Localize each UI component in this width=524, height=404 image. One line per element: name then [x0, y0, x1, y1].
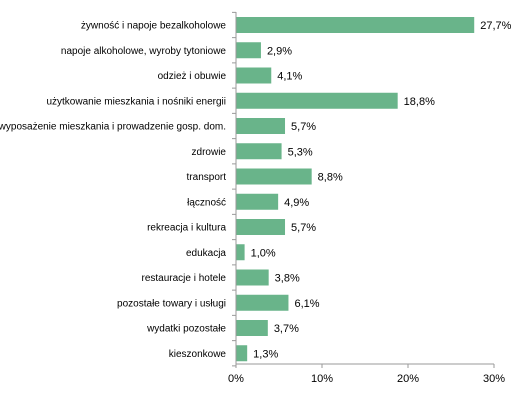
data-label: 5,3% [288, 146, 313, 158]
data-label: 6,1% [294, 298, 319, 310]
data-label: 4,9% [284, 197, 309, 209]
bar [236, 320, 268, 336]
x-tick-label: 0% [228, 373, 244, 385]
category-label: restauracje i hotele [142, 273, 227, 284]
axes-group: 0% 10% 20% 30% [228, 11, 505, 385]
bar [236, 219, 286, 235]
data-label: 3,8% [275, 273, 300, 285]
bar [236, 67, 272, 84]
data-label: 5,7% [291, 121, 316, 133]
category-label: pozostałe towary i usługi [117, 298, 226, 309]
category-label: żywność i napoje bezalkoholowe [81, 21, 227, 32]
data-label: 1,0% [251, 247, 276, 259]
bar [236, 17, 475, 33]
bar [236, 345, 248, 362]
data-label: 3,7% [274, 323, 299, 335]
data-label: 2,9% [267, 45, 292, 57]
category-label: transport [187, 172, 227, 183]
bar [236, 269, 269, 286]
category-label: wydatki pozostałe [146, 324, 226, 335]
category-label: napoje alkoholowe, wyroby tytoniowe [61, 46, 227, 57]
bar [236, 118, 286, 134]
x-tick-label: 10% [311, 373, 333, 385]
category-label: łączność [187, 197, 226, 208]
value-labels: 27,7% 2,9% 4,1% 18,8% 5,7% 5,3% 8,8% 4,9% 5,7% 1,… [251, 20, 512, 360]
data-label: 18,8% [404, 96, 435, 108]
category-label: edukacja [186, 248, 226, 259]
category-labels: żywność i napoje bezalkoholowe napoje alk… [0, 21, 226, 360]
category-label: zdrowie [192, 147, 227, 158]
category-label: odzież i obuwie [158, 71, 227, 82]
bar [236, 244, 245, 261]
bar [236, 42, 261, 59]
x-tick-label: 30% [483, 373, 505, 385]
category-label: kieszonkowe [169, 349, 227, 360]
data-label: 5,7% [291, 222, 316, 234]
bar [236, 193, 279, 210]
bar [236, 168, 312, 185]
category-label: rekreacja i kultura [147, 223, 226, 234]
category-label: użytkowanie mieszkania i nośniki energii [46, 96, 226, 107]
x-tick-label: 20% [397, 373, 419, 385]
data-label: 27,7% [480, 20, 511, 32]
data-label: 1,3% [253, 348, 278, 360]
bars-group [236, 17, 475, 362]
data-label: 4,1% [277, 71, 302, 83]
bar [236, 294, 289, 311]
bar [236, 143, 282, 160]
category-label: wyposażenie mieszkania i prowadzenie gos… [0, 122, 226, 133]
bar [236, 92, 398, 109]
data-label: 8,8% [318, 172, 343, 184]
